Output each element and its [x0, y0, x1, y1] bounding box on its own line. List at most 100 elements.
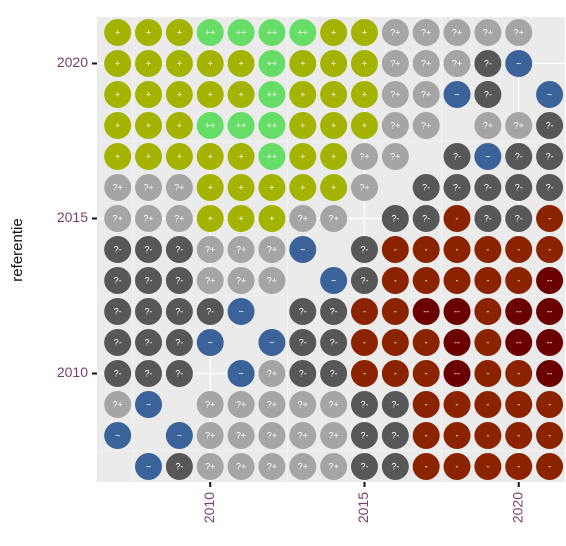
dot: [104, 422, 132, 449]
dot: [258, 50, 286, 77]
dot: [505, 329, 533, 356]
dot-label: ?-: [175, 244, 183, 254]
dot-label: ~: [331, 275, 336, 285]
dot-label: ?+: [298, 213, 308, 223]
dot-label: -: [456, 275, 459, 285]
dot-label: -: [425, 275, 428, 285]
dot: [536, 205, 564, 232]
dot-label: ?-: [484, 213, 492, 223]
dot: [227, 205, 255, 232]
dot: [505, 360, 533, 387]
dot-label: ++: [205, 120, 216, 130]
dot: [536, 360, 564, 387]
dot-label: -: [425, 430, 428, 440]
dot-label: ?+: [328, 461, 338, 471]
dot: [320, 19, 348, 46]
dot-label: ?+: [328, 399, 338, 409]
dot-label: +: [238, 182, 243, 192]
dot: [381, 143, 409, 170]
dot: [536, 422, 564, 449]
dot-label: +: [300, 89, 305, 99]
dot-label: ?-: [145, 275, 153, 285]
dot: [258, 236, 286, 263]
dot-label: ++: [267, 151, 278, 161]
dot-label: -: [486, 275, 489, 285]
dot-label: ?+: [267, 461, 277, 471]
dot: [320, 112, 348, 139]
dot: [135, 81, 163, 108]
dot: [320, 391, 348, 418]
dot: [258, 267, 286, 294]
dot: [165, 205, 193, 232]
dot-label: +: [331, 182, 336, 192]
dot-label: +: [300, 182, 305, 192]
dot: [165, 236, 193, 263]
dot-label: -: [363, 306, 366, 316]
dot-label: ?+: [390, 58, 400, 68]
dot-label: -: [517, 399, 520, 409]
dot: [443, 19, 471, 46]
dot: [381, 360, 409, 387]
dot: [135, 112, 163, 139]
dot: [443, 143, 471, 170]
dot: [196, 174, 224, 201]
dot-label: +: [269, 182, 274, 192]
dot: [289, 19, 317, 46]
dot: [289, 174, 317, 201]
dot: [165, 360, 193, 387]
dot-label: -: [517, 461, 520, 471]
dot-label: ?+: [390, 27, 400, 37]
dot-label: ?+: [390, 89, 400, 99]
dot: [227, 81, 255, 108]
dot-label: ~: [516, 58, 521, 68]
dot: [350, 453, 378, 480]
dot-label: ?+: [205, 399, 215, 409]
dot: [258, 81, 286, 108]
dot-label: ?-: [145, 244, 153, 254]
dot-label: +: [208, 89, 213, 99]
dot-label: -: [548, 244, 551, 254]
dot: [165, 267, 193, 294]
dot-label: ?-: [299, 337, 307, 347]
dot: [505, 453, 533, 480]
dot: [196, 391, 224, 418]
dot: [104, 298, 132, 325]
dot: [165, 19, 193, 46]
dot-label: ?+: [174, 182, 184, 192]
dot-label: ?-: [360, 275, 368, 285]
dot-label: ~: [238, 306, 243, 316]
dot: [196, 267, 224, 294]
dot: [104, 205, 132, 232]
dot-label: --: [547, 337, 553, 347]
dot-label: -: [456, 213, 459, 223]
dot: [196, 143, 224, 170]
dot-label: ?-: [175, 461, 183, 471]
dot: [443, 453, 471, 480]
dot-label: ?-: [175, 275, 183, 285]
dot-label: ~: [269, 337, 274, 347]
dot-label: -: [394, 244, 397, 254]
dot: [165, 298, 193, 325]
dot-label: ?+: [267, 399, 277, 409]
dot: [381, 81, 409, 108]
dot: [381, 50, 409, 77]
dot-label: ?+: [236, 244, 246, 254]
dot: [320, 298, 348, 325]
dot: [412, 81, 440, 108]
dot-label: --: [516, 306, 522, 316]
dot-label: -: [486, 337, 489, 347]
dot-label: --: [454, 337, 460, 347]
dot-label: ?-: [330, 337, 338, 347]
dot: [135, 453, 163, 480]
dot: [104, 360, 132, 387]
dot-label: ?+: [328, 213, 338, 223]
dot-label: +: [208, 182, 213, 192]
dot: [258, 19, 286, 46]
dot: [443, 205, 471, 232]
dot-label: ?-: [114, 306, 122, 316]
dot: [227, 236, 255, 263]
dot-label: ?+: [390, 151, 400, 161]
dot-label: +: [115, 58, 120, 68]
dot-label: ?-: [360, 399, 368, 409]
dot-label: ?-: [484, 89, 492, 99]
